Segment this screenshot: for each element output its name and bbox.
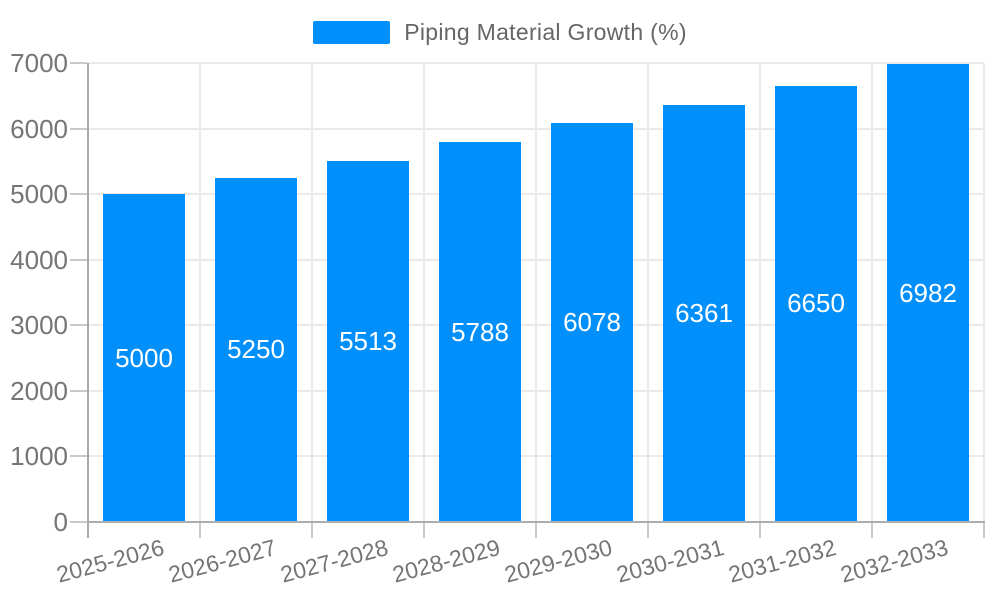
x-axis-line <box>87 521 985 523</box>
y-axis-tick-label: 7000 <box>10 48 68 78</box>
y-axis-tick <box>70 324 87 327</box>
bar-2030-2031[interactable]: 6361 <box>663 104 745 522</box>
bar-value-label: 5788 <box>451 316 509 347</box>
bar-value-label: 5513 <box>339 325 397 356</box>
bar-2029-2030[interactable]: 6078 <box>551 123 633 522</box>
bar-value-label: 6078 <box>563 307 621 338</box>
bar-value-label: 6650 <box>787 288 845 319</box>
y-axis-tick <box>70 455 87 458</box>
y-axis-tick <box>70 193 87 196</box>
v-gridline <box>871 63 873 522</box>
x-axis-tick <box>199 522 201 538</box>
y-axis-tick <box>70 258 87 261</box>
y-axis-tick-label: 3000 <box>10 310 68 341</box>
x-axis-tick <box>423 522 425 538</box>
bar-2026-2027[interactable]: 5250 <box>215 177 297 522</box>
v-gridline <box>647 63 649 522</box>
y-axis-tick-label: 1000 <box>10 441 68 472</box>
bar-value-label: 5000 <box>115 342 173 373</box>
y-axis-tick-label: 5000 <box>10 179 68 210</box>
x-axis-tick <box>535 522 537 538</box>
x-axis-tick <box>871 522 873 538</box>
y-axis-tick-label: 4000 <box>10 244 68 275</box>
bar-value-label: 6982 <box>899 277 957 308</box>
y-axis-tick-label: 2000 <box>10 375 68 406</box>
y-axis-tick-label: 6000 <box>10 113 68 144</box>
x-axis-tick <box>647 522 649 538</box>
y-axis-tick <box>70 389 87 392</box>
x-axis-tick <box>759 522 761 538</box>
y-axis-tick <box>70 62 87 64</box>
y-axis-line <box>87 63 89 538</box>
bar-2025-2026[interactable]: 5000 <box>103 194 185 522</box>
bar-2031-2032[interactable]: 6650 <box>775 85 857 522</box>
v-gridline <box>759 63 761 522</box>
v-gridline <box>535 63 537 522</box>
legend-label: Piping Material Growth (%) <box>404 18 687 45</box>
bar-2027-2028[interactable]: 5513 <box>327 160 409 522</box>
x-axis-tick <box>311 522 313 538</box>
v-gridline <box>423 63 425 522</box>
v-gridline <box>199 63 201 522</box>
bar-value-label: 5250 <box>227 334 285 365</box>
v-gridline <box>311 63 313 522</box>
y-axis-tick <box>70 521 87 523</box>
legend-swatch-icon <box>313 20 391 44</box>
v-gridline <box>983 63 985 522</box>
bar-value-label: 6361 <box>675 297 733 328</box>
y-axis-tick-label: 0 <box>53 507 68 537</box>
chart-legend[interactable]: Piping Material Growth (%) <box>0 16 1000 48</box>
bar-2032-2033[interactable]: 6982 <box>887 64 969 522</box>
y-axis-tick <box>70 127 87 130</box>
bar-2028-2029[interactable]: 5788 <box>439 142 521 522</box>
x-axis-tick <box>983 522 985 538</box>
